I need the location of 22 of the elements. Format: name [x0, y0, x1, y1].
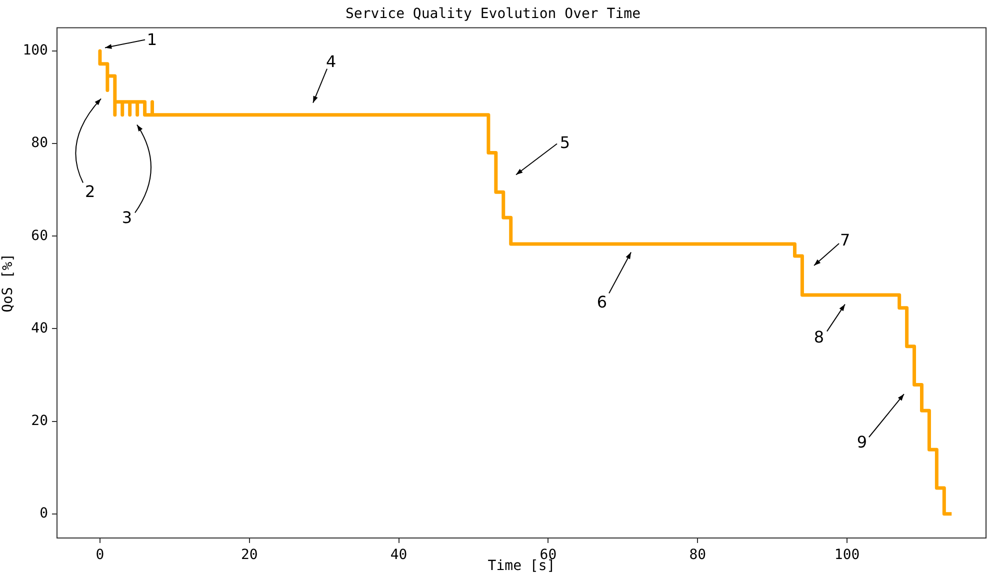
y-tick-label: 20 [31, 412, 48, 429]
y-tick-label: 0 [40, 506, 48, 522]
annotation: 9 [856, 432, 868, 452]
annotation: 3 [122, 208, 132, 227]
y-tick-label: 40 [31, 320, 48, 336]
annotation: 5 [560, 132, 570, 152]
annotation: 2 [84, 182, 96, 201]
y-tick-label: 60 [31, 228, 48, 244]
y-tick-label: 100 [22, 42, 48, 59]
annotation: 6 [596, 292, 608, 312]
annotation: 4 [326, 52, 336, 71]
chart-title: Service Quality Evolution Over Time [345, 6, 641, 22]
annotation: 1 [146, 30, 158, 49]
x-tick-label: 80 [689, 547, 706, 564]
annotation: 8 [814, 327, 824, 346]
annotation: 7 [840, 230, 850, 250]
y-tick-label: 80 [31, 135, 48, 152]
x-tick-label: 20 [240, 547, 258, 564]
y-axis-title: QoS [%] [0, 253, 16, 312]
x-tick-label: 40 [390, 547, 408, 564]
x-tick-label: 0 [96, 547, 104, 564]
x-tick-label: 100 [834, 547, 860, 564]
